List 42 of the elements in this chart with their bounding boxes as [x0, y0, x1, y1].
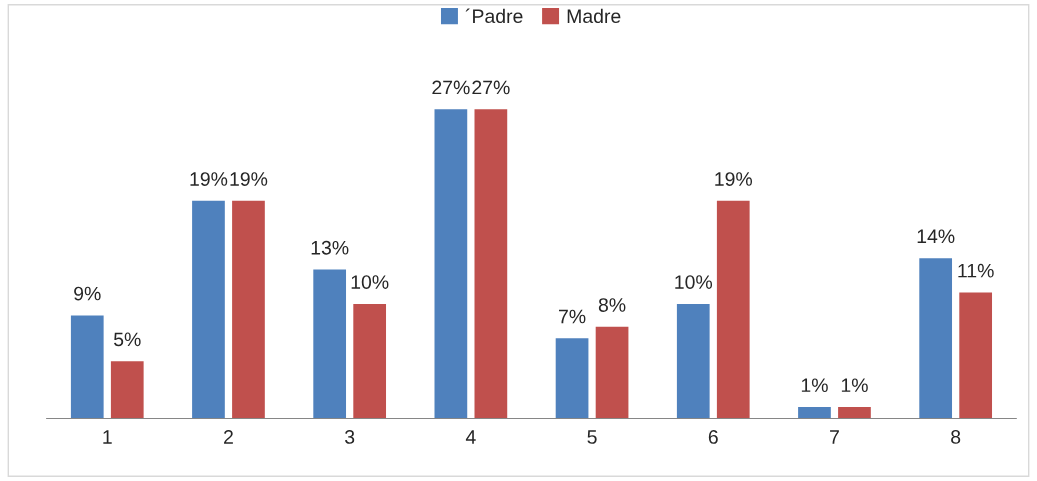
data-label: 14% [917, 229, 955, 244]
x-tick-label: 8 [951, 430, 961, 444]
bar [110, 361, 144, 419]
bar [838, 407, 871, 419]
legend-label: ´Padre [465, 8, 523, 24]
data-label: 13% [311, 240, 349, 255]
x-tick-label: 7 [830, 430, 839, 444]
bar [595, 326, 629, 419]
data-label: 1% [841, 378, 868, 392]
bar [959, 292, 993, 419]
bar [232, 200, 265, 419]
bar [70, 315, 104, 419]
data-label: 19% [190, 172, 228, 186]
data-label: 5% [113, 332, 141, 347]
bar [676, 303, 710, 419]
data-label: 10% [675, 275, 713, 289]
data-label: 10% [351, 275, 389, 289]
data-label: 8% [598, 298, 626, 312]
data-label: 27% [432, 80, 470, 95]
bar [919, 258, 953, 419]
x-tick-label: 5 [587, 430, 597, 444]
bar [716, 200, 750, 419]
bar [434, 109, 468, 419]
data-label: 1% [801, 378, 828, 392]
bar [192, 200, 225, 419]
x-tick-label: 4 [465, 430, 476, 444]
bar [555, 338, 589, 419]
data-label: 19% [715, 172, 753, 186]
data-label: 19% [230, 172, 268, 186]
x-tick-label: 3 [345, 430, 355, 444]
legend-label: Madre [567, 8, 621, 24]
data-label: 7% [559, 309, 586, 324]
bar [798, 407, 831, 419]
data-label: 9% [74, 286, 101, 301]
x-tick-label: 6 [708, 430, 718, 444]
x-tick-label: 2 [224, 430, 233, 444]
x-tick-label: 1 [103, 430, 112, 444]
bar [313, 269, 347, 419]
bar [353, 303, 387, 419]
data-label: 27% [472, 80, 510, 95]
data-label: 11% [958, 263, 994, 278]
bar [474, 109, 508, 419]
